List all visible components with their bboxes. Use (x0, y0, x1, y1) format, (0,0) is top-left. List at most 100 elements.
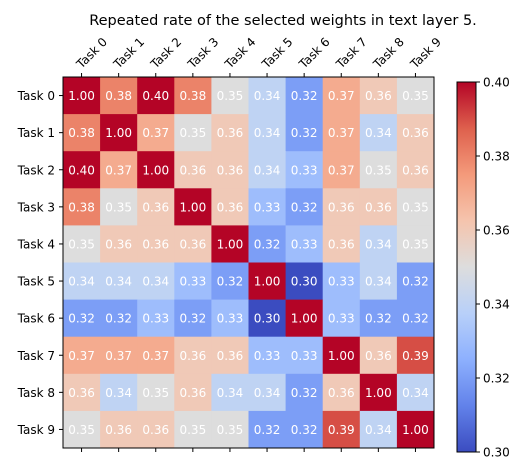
cell-value-label: 0.34 (402, 386, 429, 400)
cell-value-label: 0.35 (217, 423, 244, 437)
cell-value-label: 0.36 (179, 386, 206, 400)
plot-frame (62, 76, 435, 449)
cell-value-label: 0.38 (68, 200, 95, 214)
cell-value-label: 0.33 (291, 349, 318, 363)
heatmap-cell (248, 114, 286, 152)
heatmap-cell (359, 336, 398, 375)
cell-value-label: 0.38 (179, 89, 206, 103)
cell-value-label: 0.32 (291, 423, 318, 437)
heatmap-cell (211, 188, 249, 226)
cell-value-label: 0.33 (254, 200, 281, 214)
cell-value-label: 0.36 (402, 126, 429, 140)
heatmap-cell (248, 77, 286, 115)
colorbar (456, 81, 477, 453)
cell-value-label: 1.00 (402, 423, 429, 437)
heatmap-cell (100, 77, 138, 115)
heatmap-cell (322, 188, 361, 226)
heatmap-cell (322, 262, 361, 300)
cell-value-label: 0.36 (217, 200, 244, 214)
heatmap-cell (63, 373, 101, 412)
heatmap-cell (174, 262, 212, 300)
y-tick-label: Task 1 (17, 126, 55, 140)
heatmap-cell (359, 262, 398, 300)
heatmap-cell (322, 410, 361, 449)
cell-value-label: 0.35 (105, 200, 132, 214)
cell-value-label: 0.32 (402, 312, 429, 326)
cell-value-label: 0.33 (254, 349, 281, 363)
heatmap-cell (322, 151, 361, 189)
cell-value-label: 0.35 (365, 163, 392, 177)
x-tick-label: Task 8 (370, 35, 407, 72)
cell-value-label: 0.34 (105, 275, 132, 289)
cell-value-label: 0.30 (254, 312, 281, 326)
heatmap-cell (211, 299, 249, 338)
heatmap-cell (285, 410, 324, 449)
heatmap-cell (211, 262, 249, 300)
heatmap-cell (322, 77, 361, 115)
cell-value-label: 0.37 (105, 163, 132, 177)
cell-value-label: 0.34 (365, 126, 392, 140)
heatmap-cell (174, 336, 212, 375)
heatmap-cell (100, 188, 138, 226)
cell-value-label: 0.36 (328, 200, 355, 214)
cell-value-label: 0.36 (328, 386, 355, 400)
heatmap-cell (211, 410, 249, 449)
cell-value-label: 1.00 (179, 200, 206, 214)
heatmap-cell (248, 373, 286, 412)
cell-value-label: 1.00 (217, 237, 244, 251)
cell-value-label: 0.32 (402, 275, 429, 289)
cell-value-label: 0.34 (365, 275, 392, 289)
heatmap-cell (211, 225, 249, 263)
heatmap-cell (211, 114, 249, 152)
cell-value-label: 0.36 (179, 349, 206, 363)
y-tick-label: Task 7 (17, 349, 55, 363)
heatmap-cell (396, 188, 435, 226)
heatmap-cell (137, 299, 175, 338)
cell-value-label: 0.39 (402, 349, 429, 363)
heatmap-cell (137, 77, 175, 115)
cell-value-label: 0.36 (365, 200, 392, 214)
heatmap-cell (63, 188, 101, 226)
heatmap-cell (100, 262, 138, 300)
heatmap-cell (137, 114, 175, 152)
cell-value-label: 0.32 (365, 312, 392, 326)
cell-value-label: 0.35 (217, 89, 244, 103)
cell-value-label: 0.37 (328, 89, 355, 103)
cell-value-label: 0.36 (142, 423, 169, 437)
heatmap-cell (359, 410, 398, 449)
heatmap-cell (100, 373, 138, 412)
heatmap-cell (285, 225, 324, 263)
heatmap-cell (174, 410, 212, 449)
cell-value-label: 0.36 (365, 349, 392, 363)
cell-value-label: 0.38 (105, 89, 132, 103)
heatmap-cell (63, 151, 101, 189)
cell-value-label: 0.32 (179, 312, 206, 326)
cell-value-label: 0.36 (179, 237, 206, 251)
cell-value-label: 0.37 (328, 126, 355, 140)
x-tick-label: Task 3 (184, 35, 221, 72)
heatmap-cell (396, 114, 435, 152)
cell-value-label: 0.36 (217, 126, 244, 140)
y-tick-label: Task 3 (17, 200, 55, 214)
heatmap-cell (137, 336, 175, 375)
cell-value-label: 0.33 (142, 312, 169, 326)
cell-value-label: 1.00 (142, 163, 169, 177)
heatmap-cell (100, 151, 138, 189)
heatmap-cell (137, 151, 175, 189)
cell-value-label: 0.33 (217, 312, 244, 326)
heatmap-cell (285, 151, 324, 189)
cell-value-label: 0.32 (217, 275, 244, 289)
heatmap-cell (248, 188, 286, 226)
x-tick-label: Task 4 (221, 35, 258, 72)
heatmap-cell (248, 151, 286, 189)
cell-value-label: 0.37 (105, 349, 132, 363)
cell-value-label: 0.33 (291, 237, 318, 251)
cell-value-label: 0.34 (142, 275, 169, 289)
cell-value-label: 0.36 (142, 200, 169, 214)
heatmap-cell (359, 299, 398, 338)
cell-value-label: 0.32 (291, 200, 318, 214)
heatmap-cell (137, 188, 175, 226)
cell-value-label: 1.00 (365, 386, 392, 400)
heatmap-cell (137, 373, 175, 412)
y-tick-label: Task 6 (17, 312, 55, 326)
